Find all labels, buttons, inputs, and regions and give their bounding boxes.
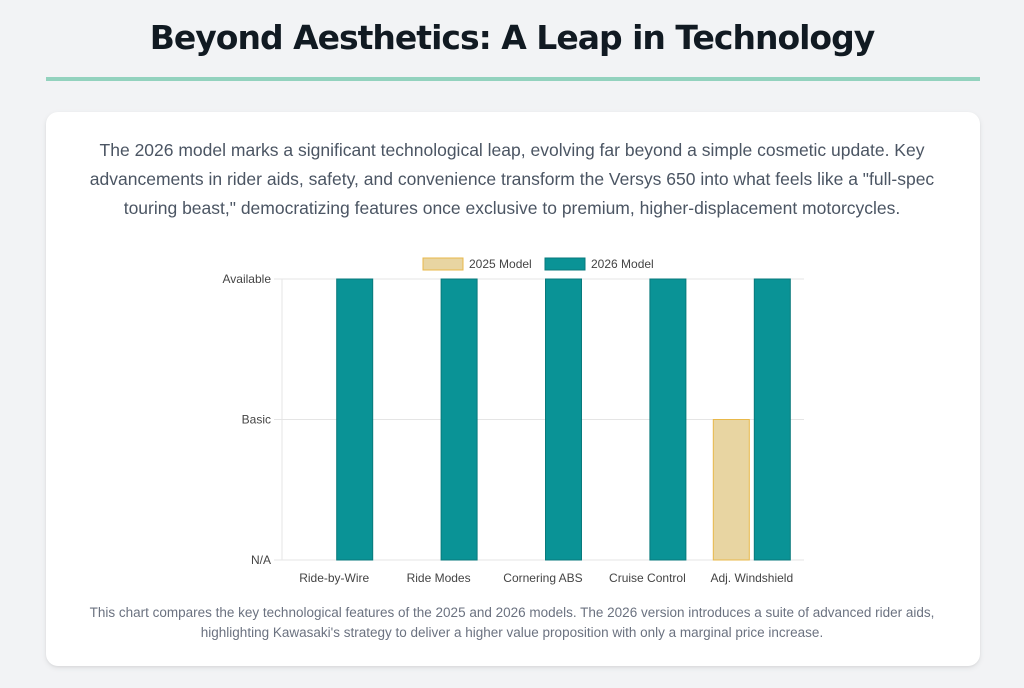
bar-2026-ride-by-wire[interactable]: [336, 278, 374, 561]
legend-swatch: [422, 257, 464, 271]
legend-label: 2025 Model: [469, 257, 532, 271]
x-tick-label: Ride Modes: [407, 571, 471, 585]
title-divider: [46, 77, 980, 81]
bar-2026-cornering-abs[interactable]: [545, 278, 582, 561]
x-tick-label: Ride-by-Wire: [299, 571, 369, 585]
legend-item-2026-model[interactable]: 2026 Model: [544, 257, 654, 271]
content-card: [46, 112, 980, 666]
y-tick-label: N/A: [251, 553, 271, 567]
x-tick-label: Adj. Windshield: [710, 571, 793, 585]
chart-caption: This chart compares the key technologica…: [89, 605, 935, 640]
legend-swatch: [544, 257, 586, 271]
bar-2026-cruise-control[interactable]: [649, 278, 687, 561]
bar-2025-adj-windshield[interactable]: [712, 419, 750, 561]
legend-item-2025-model[interactable]: 2025 Model: [422, 257, 532, 271]
intro-paragraph: The 2026 model marks a significant techn…: [89, 140, 935, 218]
legend-label: 2026 Model: [591, 257, 654, 271]
y-tick-label: Basic: [242, 413, 271, 427]
legend[interactable]: 2025 Model 2026 Model: [422, 257, 654, 271]
bar-2026-ride-modes[interactable]: [440, 278, 478, 561]
x-tick-label: Cruise Control: [609, 571, 686, 585]
bar-2026-adj-windshield[interactable]: [753, 278, 791, 561]
bars: [336, 278, 791, 561]
axes: N/A Basic Available Ride-by-Wire Ride Modes C…: [223, 272, 794, 585]
y-tick-label: Available: [223, 272, 272, 286]
x-tick-label: Cornering ABS: [503, 571, 582, 585]
page-title: Beyond Aesthetics: A Leap in Technology: [149, 18, 875, 57]
